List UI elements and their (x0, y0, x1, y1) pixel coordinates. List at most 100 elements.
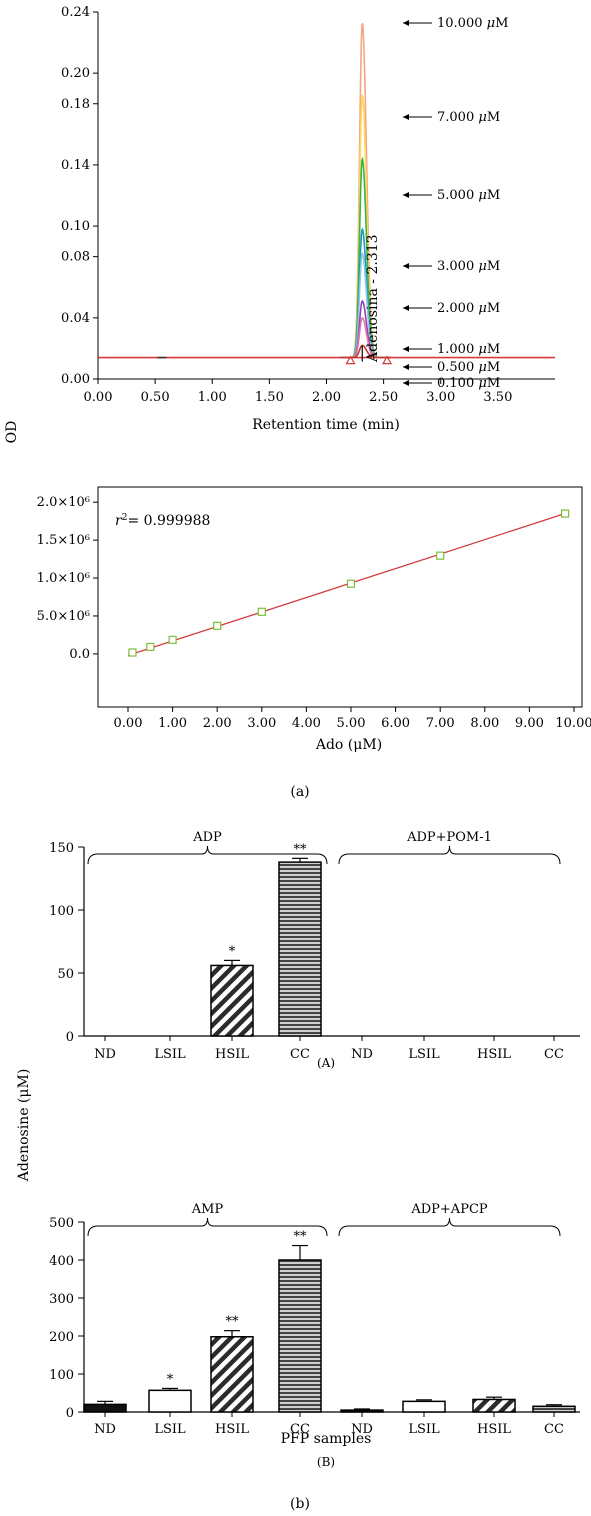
bar-category-label: CC (544, 1047, 564, 1062)
chromatogram-x-tick-label: 0.00 (84, 390, 113, 405)
bar-category-label: HSIL (215, 1047, 249, 1062)
significance-marker: * (167, 1372, 174, 1387)
chromatogram-x-tick-label: 2.00 (312, 390, 341, 405)
calibration-point (346, 579, 356, 588)
calibration-x-tick-label: 7.00 (426, 716, 455, 731)
bar (278, 861, 322, 1037)
panel-label-b: (b) (290, 1496, 310, 1512)
chromatogram-xlabel: Retention time (min) (252, 417, 400, 433)
calibration-x-tick-label: 4.00 (292, 716, 321, 731)
bar-category-label: ND (94, 1047, 116, 1062)
calibration-x-tick-label: 0.00 (114, 716, 143, 731)
group-brace (87, 845, 328, 865)
calibration-r2-annotation: r2= 0.999988 (115, 513, 210, 529)
bar-chart-a: 0 50 100 150 ND LSIL HSIL * CC ** ND LSIL HSIL CC ADP A… (49, 830, 580, 1062)
calibration-point (213, 621, 222, 630)
chromatogram-x-tick-label: 2.50 (369, 390, 398, 405)
chromatogram-x-tick-label: 3.50 (483, 390, 512, 405)
group-brace (87, 1217, 328, 1237)
group-label: ADP+APCP (410, 1202, 488, 1217)
bar-category-label: LSIL (408, 1422, 440, 1437)
bar-ylabel: Adenosine (μM) (16, 1069, 32, 1183)
bar (402, 1400, 446, 1413)
chromatogram-y-tick-label: 0.04 (61, 311, 90, 326)
chromatogram-x-tick-label: 1.00 (198, 390, 227, 405)
concentration-label: 5.000 μM (437, 188, 500, 203)
chromatogram-y-tick-label: 0.10 (61, 219, 90, 234)
calibration-y-tick-label: 1.0×10⁶ (37, 571, 90, 586)
calibration-x-tick-label: 5.00 (337, 716, 366, 731)
group-label: AMP (191, 1202, 224, 1217)
concentration-label: 7.000 μM (437, 110, 500, 125)
panel-label-a: (a) (290, 784, 309, 800)
calibration-point (560, 509, 570, 518)
chromatogram-chart: 0.00 0.04 0.08 0.10 0.14 0.18 0.20 0.24 0.00 0.50… (61, 5, 555, 405)
bar-category-label: HSIL (215, 1422, 249, 1437)
calibration-fit-line (127, 512, 566, 657)
concentration-label: 3.000 μM (437, 259, 500, 274)
bar-y-tick-label: 0 (66, 1030, 74, 1045)
chromatogram-x-tick-label: 0.50 (141, 390, 170, 405)
calibration-x-tick-label: 1.00 (158, 716, 187, 731)
group-brace (338, 845, 561, 865)
calibration-x-tick-label: 2.00 (203, 716, 232, 731)
chromatogram-ylabel: OD (4, 421, 20, 444)
calibration-y-tick-label: 2.0×10⁶ (37, 495, 90, 510)
calibration-y-tick-label: 5.0×10⁶ (37, 609, 90, 624)
significance-marker: ** (294, 842, 308, 857)
calibration-point (128, 648, 137, 657)
bar-y-tick-label: 50 (57, 967, 74, 982)
concentration-label: 0.500 μM (437, 360, 500, 375)
calibration-x-tick-label: 9.00 (515, 716, 544, 731)
calibration-x-tick-label: 3.00 (247, 716, 276, 731)
bar-category-label: CC (290, 1047, 310, 1062)
bar-category-label: LSIL (408, 1047, 440, 1062)
calibration-point (436, 551, 445, 560)
arrowhead-icon (403, 380, 409, 386)
bar-category-label: CC (544, 1422, 564, 1437)
bar (210, 964, 254, 1037)
arrowhead-icon (403, 20, 409, 26)
calibration-chart: 0.0 5.0×10⁶ 1.0×10⁶ 1.5×10⁶ 2.0×10⁶ 0.00 1.00 2… (37, 486, 591, 731)
concentration-label: 1.000 μM (437, 342, 500, 357)
significance-marker: * (229, 944, 236, 959)
bar (278, 1259, 322, 1413)
group-label: ADP (192, 830, 222, 845)
chromatogram-x-tick-label: 3.00 (426, 390, 455, 405)
bar-y-tick-label: 100 (49, 904, 74, 919)
bar-category-label: HSIL (477, 1047, 511, 1062)
integration-marker-icon (345, 355, 356, 365)
calibration-point (146, 642, 155, 652)
calibration-y-tick-label: 1.5×10⁶ (37, 533, 90, 548)
chromatogram-y-tick-label: 0.20 (61, 66, 90, 81)
bar-category-label: CC (290, 1422, 310, 1437)
bar-y-tick-label: 0 (66, 1406, 74, 1421)
chromatogram-y-tick-label: 0.24 (61, 5, 90, 20)
arrowhead-icon (403, 114, 409, 120)
calibration-frame (97, 486, 583, 708)
bar-y-tick-label: 500 (49, 1216, 74, 1231)
bar-y-tick-label: 200 (49, 1330, 74, 1345)
calibration-y-tick-label: 0.0 (69, 647, 90, 662)
bar-y-tick-label: 400 (49, 1254, 74, 1269)
arrowhead-icon (403, 346, 409, 352)
bar-category-label: ND (94, 1422, 116, 1437)
bar (210, 1336, 254, 1413)
calibration-x-tick-label: 8.00 (470, 716, 499, 731)
panel-label-B: (B) (317, 1455, 335, 1469)
concentration-label: 0.100 μM (437, 376, 500, 391)
bar-category-label: HSIL (477, 1422, 511, 1437)
bar-y-tick-label: 150 (49, 841, 74, 856)
group-label: ADP+POM-1 (406, 830, 492, 845)
concentration-label: 10.000 μM (437, 16, 508, 31)
chromatogram-y-tick-label: 0.18 (61, 97, 90, 112)
arrowhead-icon (403, 364, 409, 370)
arrowhead-icon (403, 263, 409, 269)
bar-category-label: ND (351, 1047, 373, 1062)
calibration-x-tick-label: 10.00 (555, 716, 591, 731)
bar (472, 1398, 516, 1413)
bar (83, 1403, 127, 1413)
bar (148, 1389, 192, 1413)
chromatogram-y-tick-label: 0.00 (61, 372, 90, 387)
